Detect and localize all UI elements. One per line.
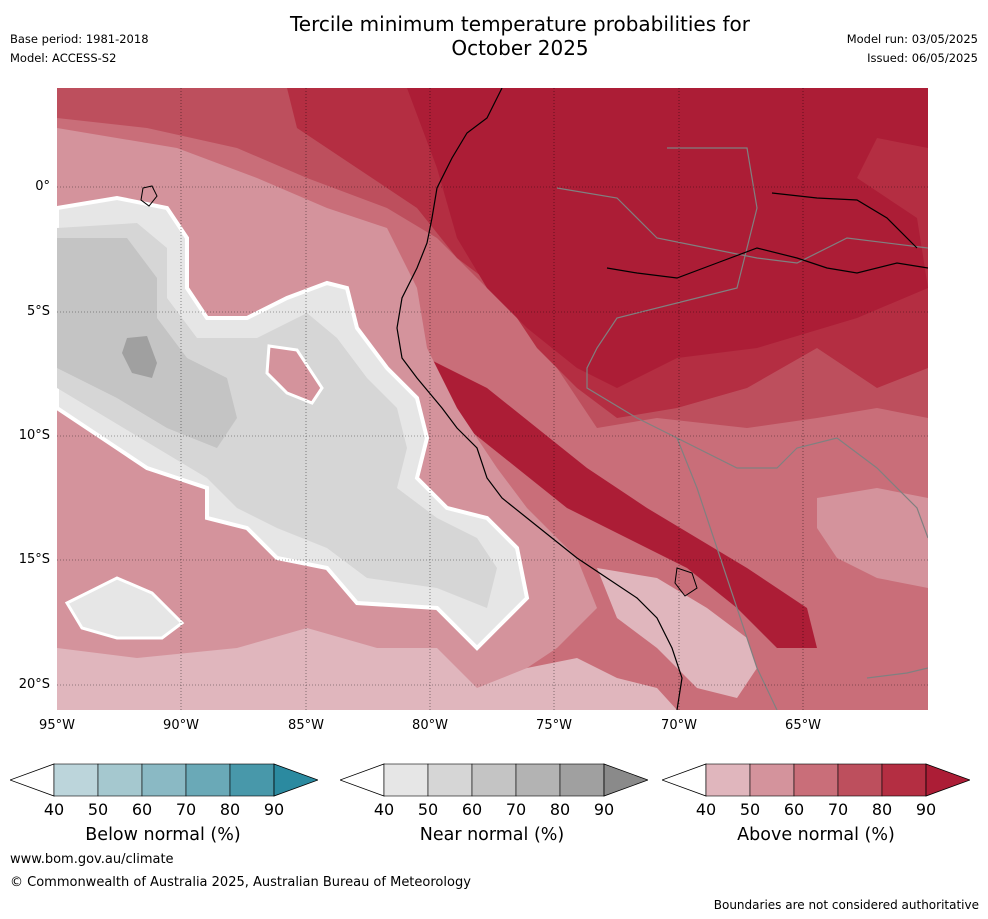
tick-label: 50 [87,800,109,819]
gridlines [57,88,928,710]
tick-label: 90 [593,800,615,819]
tick-label: 40 [373,800,395,819]
border-line-5 [866,667,928,679]
border-line-2 [586,147,838,469]
issued-date: Issued: 06/05/2025 [867,51,978,65]
colorbar-swatch [837,763,883,797]
base-period: Base period: 1981-2018 [10,32,149,46]
lake-titicaca [674,567,698,597]
lat-label-10s: 10°S [18,428,50,443]
tick-label: 40 [695,800,717,819]
border-line-4 [836,437,928,539]
colorbar-swatch [53,763,99,797]
lon-label-80w: 80°W [412,718,448,733]
meta-left: Base period: 1981-2018 Model: ACCESS-S2 [10,30,149,68]
region-above-90-core [407,88,928,388]
tick-label: 70 [827,800,849,819]
colorbar-swatch [97,763,143,797]
footer-copyright: © Commonwealth of Australia 2025, Austra… [10,875,471,890]
region-east-patch [817,488,928,588]
map-title: Tercile minimum temperature probabilitie… [200,12,840,60]
region-above-islet [265,344,324,405]
tick-label: 50 [417,800,439,819]
region-near-sw [64,576,185,640]
colorbar-below [8,762,320,802]
lat-label-20s: 20°S [18,677,50,692]
colorbar-extend-low [660,763,707,797]
lat-label-15s: 15°S [18,552,50,567]
title-line-2: October 2025 [451,36,589,60]
probability-map [57,88,928,710]
meta-right: Model run: 03/05/2025 Issued: 06/05/2025 [847,30,978,68]
border-line-3 [676,437,778,710]
colorbar-extend-high [925,763,972,797]
lon-label-90w: 90°W [163,718,199,733]
colorbar-below-swatches [8,763,320,797]
colorbar-extend-high [603,763,650,797]
lon-label-65w: 65°W [785,718,821,733]
lat-label-5s: 5°S [26,304,50,319]
title-line-1: Tercile minimum temperature probabilitie… [289,12,751,36]
tick-label: 70 [505,800,527,819]
colorbar-swatch [141,763,187,797]
colorbar-swatch [749,763,795,797]
footer-url[interactable]: www.bom.gov.au/climate [10,852,174,867]
colorbar-extend-high [273,763,320,797]
coastline [396,88,683,710]
colorbar-above-label: Above normal (%) [737,825,895,845]
colorbar-above [660,762,972,802]
region-near-50 [57,223,497,608]
colorbar-swatch [383,763,429,797]
region-near-80 [122,336,157,378]
colorbar-swatch [185,763,231,797]
colorbar-extend-low [8,763,55,797]
lon-label-75w: 75°W [536,718,572,733]
colorbar-swatch [229,763,275,797]
lon-label-70w: 70°W [661,718,697,733]
tick-label: 80 [871,800,893,819]
colorbar-swatch [471,763,517,797]
colorbar-above-ticks: 40 50 60 70 80 90 [662,800,972,822]
colorbar-swatch [515,763,561,797]
region-coastal-light [597,568,757,698]
tick-label: 50 [739,800,761,819]
galapagos-island [140,185,158,207]
model-name: Model: ACCESS-S2 [10,51,117,65]
river-2 [771,192,918,249]
tick-label: 70 [175,800,197,819]
footer-disclaimer: Boundaries are not considered authoritat… [713,898,979,912]
lon-label-95w: 95°W [39,718,75,733]
tick-label: 90 [915,800,937,819]
colorbar-near-swatches [338,763,650,797]
tick-label: 60 [783,800,805,819]
region-above-40 [57,628,677,710]
river [606,247,928,279]
tick-label: 60 [131,800,153,819]
colorbar-near [338,762,650,802]
lat-label-0: 0° [35,179,50,194]
colorbar-extend-low [338,763,385,797]
colorbar-swatch [705,763,751,797]
colorbar-swatch [427,763,473,797]
colorbar-below-ticks: 40 50 60 70 80 90 [10,800,320,822]
lon-label-85w: 85°W [288,718,324,733]
colorbar-below-label: Below normal (%) [85,825,241,845]
colorbar-near-ticks: 40 50 60 70 80 90 [340,800,650,822]
colorbar-swatch [559,763,605,797]
colorbar-swatch [793,763,839,797]
tick-label: 90 [263,800,285,819]
model-run: Model run: 03/05/2025 [846,32,978,46]
tick-label: 80 [219,800,241,819]
tick-label: 80 [549,800,571,819]
colorbar-above-swatches [660,763,972,797]
tick-label: 40 [43,800,65,819]
tick-label: 60 [461,800,483,819]
border-line-1 [556,187,928,264]
colorbar-swatch [881,763,927,797]
colorbar-near-label: Near normal (%) [419,825,565,845]
region-coastal-band [427,358,817,648]
